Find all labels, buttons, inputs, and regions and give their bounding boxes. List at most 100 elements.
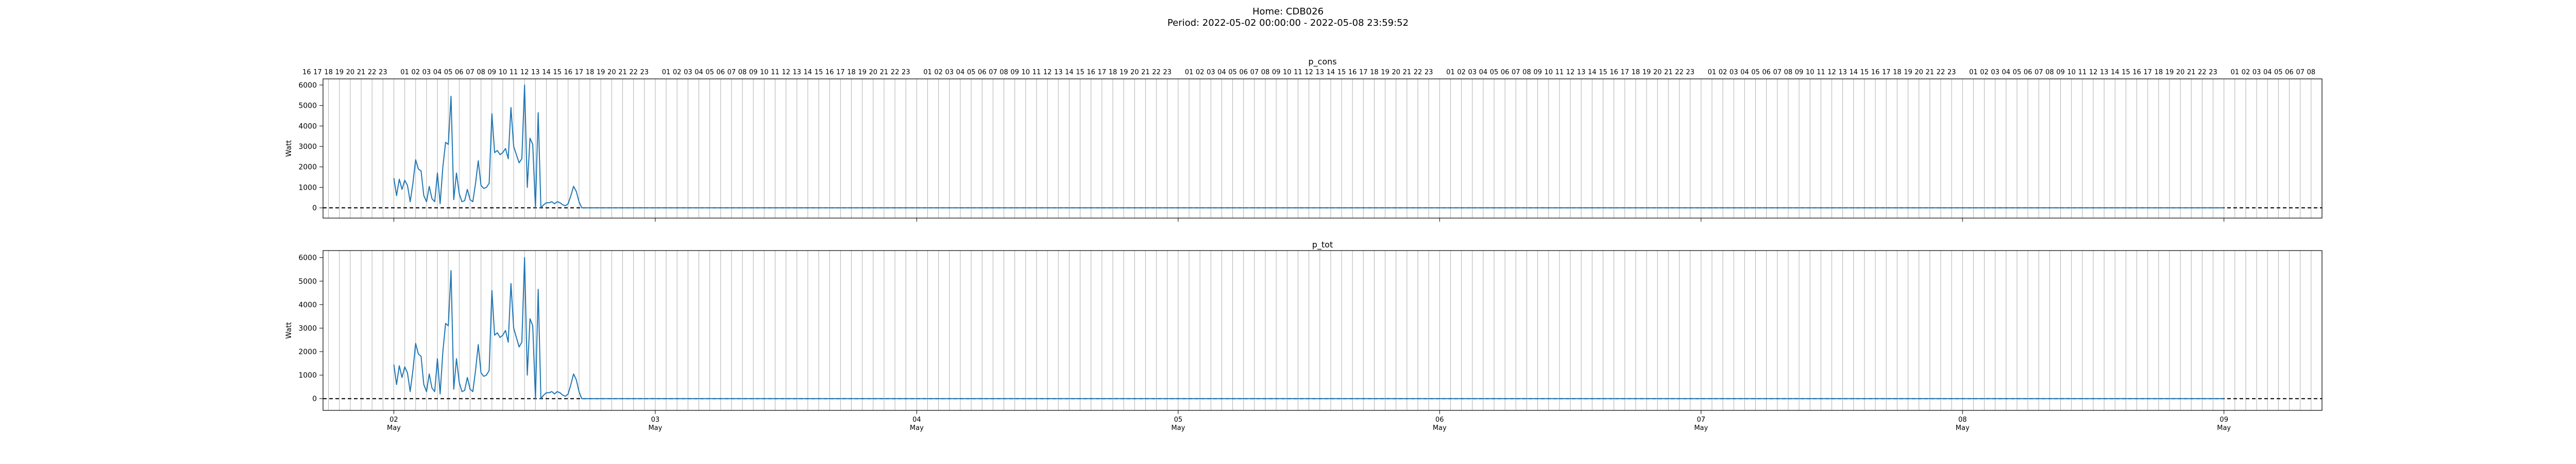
period-title: Period: 2022-05-02 00:00:00 - 2022-05-08… bbox=[1167, 18, 1409, 28]
top-hour-tick-label: 15 bbox=[553, 69, 562, 76]
top-hour-tick-label: 04 bbox=[694, 69, 703, 76]
top-hour-tick-label: 01 bbox=[662, 69, 671, 76]
top-hour-tick-label: 13 bbox=[793, 69, 802, 76]
top-hour-tick-label: 13 bbox=[1838, 69, 1847, 76]
top-hour-tick-label: 02 bbox=[934, 69, 943, 76]
top-hour-tick-label: 03 bbox=[1207, 69, 1215, 76]
top-hour-tick-label: 15 bbox=[1860, 69, 1869, 76]
top-hour-tick-label: 19 bbox=[2165, 69, 2174, 76]
top-hour-tick-label: 01 bbox=[400, 69, 409, 76]
top-hour-tick-label: 23 bbox=[1947, 69, 1956, 76]
top-hour-tick-label: 09 bbox=[487, 69, 496, 76]
top-hour-tick-label: 23 bbox=[1425, 69, 1433, 76]
top-hour-tick-label: 09 bbox=[1272, 69, 1281, 76]
y-tick-label: 3000 bbox=[298, 324, 317, 333]
top-hour-tick-label: 05 bbox=[2274, 69, 2283, 76]
top-hour-tick-label: 11 bbox=[1817, 69, 1825, 76]
top-hour-tick-label: 13 bbox=[1054, 69, 1063, 76]
x-day-label: 09 bbox=[2219, 416, 2228, 424]
panel-title: p_tot bbox=[1312, 240, 1333, 250]
top-hour-tick-label: 22 bbox=[2198, 69, 2207, 76]
top-hour-tick-label: 18 bbox=[1632, 69, 1640, 76]
top-hour-tick-label: 17 bbox=[836, 69, 845, 76]
top-hour-tick-label: 16 bbox=[1087, 69, 1095, 76]
top-hour-tick-label: 23 bbox=[902, 69, 910, 76]
top-hour-tick-label: 11 bbox=[1032, 69, 1041, 76]
top-hour-tick-label: 13 bbox=[2100, 69, 2109, 76]
top-hour-tick-label: 02 bbox=[1980, 69, 1989, 76]
y-tick-label: 2000 bbox=[298, 163, 317, 172]
series-line bbox=[393, 257, 2224, 400]
top-hour-tick-label: 14 bbox=[2111, 69, 2120, 76]
top-hour-tick-label: 08 bbox=[2045, 69, 2054, 76]
top-hour-tick-label: 18 bbox=[1893, 69, 1902, 76]
top-hour-tick-label: 10 bbox=[760, 69, 769, 76]
x-day-label: 06 bbox=[1435, 416, 1444, 424]
top-hour-tick-label: 10 bbox=[2067, 69, 2076, 76]
top-hour-tick-label: 20 bbox=[1130, 69, 1139, 76]
top-hour-tick-label: 01 bbox=[1446, 69, 1455, 76]
y-axis-label: Watt bbox=[285, 322, 293, 339]
top-hour-tick-label: 02 bbox=[411, 69, 420, 76]
top-hour-tick-label: 07 bbox=[727, 69, 736, 76]
top-hour-tick-label: 13 bbox=[1315, 69, 1324, 76]
plot-frame bbox=[323, 250, 2323, 411]
x-day-label: 03 bbox=[651, 416, 660, 424]
x-day-label: 05 bbox=[1174, 416, 1183, 424]
top-hour-tick-label: 12 bbox=[782, 69, 790, 76]
top-hour-tick-label: 17 bbox=[1098, 69, 1107, 76]
top-hour-tick-label: 04 bbox=[1740, 69, 1749, 76]
top-hour-tick-label: 14 bbox=[1065, 69, 1074, 76]
top-hour-tick-label: 04 bbox=[1479, 69, 1488, 76]
top-hour-tick-label: 13 bbox=[1577, 69, 1586, 76]
top-hour-tick-label: 03 bbox=[1991, 69, 1999, 76]
top-hour-tick-label: 03 bbox=[2252, 69, 2261, 76]
top-hour-tick-label: 20 bbox=[2176, 69, 2185, 76]
top-hour-tick-label: 11 bbox=[2078, 69, 2087, 76]
top-hour-tick-label: 07 bbox=[1512, 69, 1520, 76]
top-hour-tick-label: 08 bbox=[2307, 69, 2316, 76]
top-hour-tick-label: 08 bbox=[999, 69, 1008, 76]
top-hour-tick-label: 10 bbox=[499, 69, 507, 76]
top-hour-tick-label: 07 bbox=[2035, 69, 2043, 76]
top-hour-tick-label: 19 bbox=[858, 69, 867, 76]
top-hour-tick-label: 18 bbox=[586, 69, 595, 76]
top-hour-tick-label: 07 bbox=[2296, 69, 2304, 76]
top-hour-tick-label: 22 bbox=[1152, 69, 1161, 76]
top-hour-tick-label: 19 bbox=[1904, 69, 1912, 76]
top-hour-tick-label: 16 bbox=[1348, 69, 1357, 76]
top-hour-tick-label: 08 bbox=[738, 69, 747, 76]
top-hour-tick-label: 21 bbox=[880, 69, 889, 76]
top-hour-tick-label: 02 bbox=[1196, 69, 1205, 76]
y-tick-label: 4000 bbox=[298, 301, 317, 309]
top-hour-tick-label: 01 bbox=[923, 69, 932, 76]
top-hour-tick-label: 06 bbox=[716, 69, 725, 76]
top-hour-tick-label: 16 bbox=[2132, 69, 2141, 76]
top-hour-tick-label: 18 bbox=[2155, 69, 2163, 76]
top-hour-tick-label: 17 bbox=[575, 69, 584, 76]
top-hour-tick-label: 21 bbox=[618, 69, 627, 76]
top-hour-tick-label: 05 bbox=[967, 69, 976, 76]
top-hour-tick-label: 06 bbox=[455, 69, 464, 76]
top-hour-tick-label: 04 bbox=[956, 69, 965, 76]
x-month-label: May bbox=[2217, 424, 2231, 432]
top-hour-tick-label: 22 bbox=[1675, 69, 1684, 76]
top-hour-tick-label: 23 bbox=[2209, 69, 2217, 76]
top-hour-tick-label: 19 bbox=[1381, 69, 1389, 76]
top-hour-tick-label: 07 bbox=[1250, 69, 1259, 76]
top-hour-tick-label: 01 bbox=[1969, 69, 1978, 76]
top-hour-tick-label: 05 bbox=[705, 69, 714, 76]
y-tick-label: 1000 bbox=[298, 184, 317, 192]
top-hour-tick-label: 07 bbox=[466, 69, 474, 76]
top-hour-tick-label: 01 bbox=[1708, 69, 1717, 76]
top-hour-tick-label: 20 bbox=[1392, 69, 1400, 76]
y-tick-label: 5000 bbox=[298, 277, 317, 286]
home-title: Home: CDB026 bbox=[1252, 6, 1324, 17]
top-hour-tick-label: 09 bbox=[1795, 69, 1804, 76]
x-month-label: May bbox=[1433, 424, 1447, 432]
top-hour-tick-label: 23 bbox=[1686, 69, 1694, 76]
figure-header: Home: CDB026 Period: 2022-05-02 00:00:00… bbox=[0, 6, 2576, 29]
top-hour-tick-label: 19 bbox=[335, 69, 344, 76]
top-hour-tick-label: 01 bbox=[2231, 69, 2240, 76]
top-hour-tick-label: 02 bbox=[2242, 69, 2250, 76]
